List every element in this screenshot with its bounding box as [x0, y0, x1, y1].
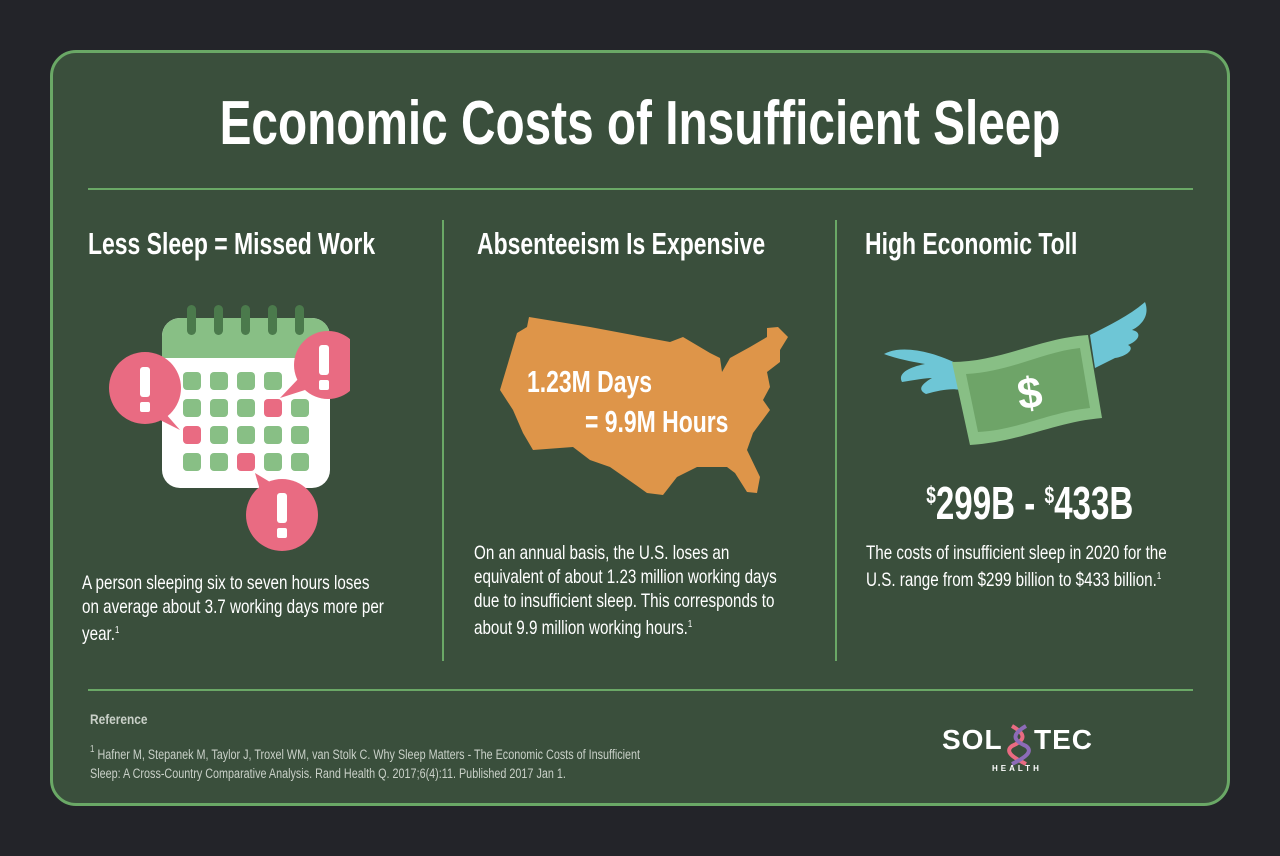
calendar-day-cell	[264, 399, 282, 417]
calendar-day-cell	[291, 426, 309, 444]
calendar-day-cell	[291, 399, 309, 417]
calendar-day-cell	[210, 372, 228, 390]
heading-economic-toll: High Economic Toll	[865, 226, 1078, 261]
calendar-day-cell	[210, 399, 228, 417]
calendar-day-cell	[237, 426, 255, 444]
map-label-days: 1.23M Days	[527, 364, 652, 399]
body-missed-work: A person sleeping six to seven hours los…	[82, 572, 384, 645]
reference-citation: 1 Hafner M, Stepanek M, Taylor J, Troxel…	[90, 744, 641, 781]
calendar-day-cell	[264, 426, 282, 444]
column-divider	[442, 220, 444, 661]
calendar-day-cell	[237, 399, 255, 417]
calendar-day-cell	[183, 453, 201, 471]
map-label-hours: = 9.9M Hours	[585, 404, 729, 439]
calendar-day-cell	[210, 426, 228, 444]
calendar-day-cell	[264, 372, 282, 390]
heading-absenteeism: Absenteeism Is Expensive	[477, 226, 766, 261]
calendar-day-cell	[264, 453, 282, 471]
heading-missed-work: Less Sleep = Missed Work	[88, 226, 376, 261]
title-divider	[88, 188, 1193, 190]
calendar-day-cell	[183, 399, 201, 417]
calendar-day-cell	[183, 372, 201, 390]
calendar-day-cell	[183, 426, 201, 444]
calendar-day-cell	[291, 453, 309, 471]
calendar-day-cell	[210, 453, 228, 471]
body-economic-toll: The costs of insufficient sleep in 2020 …	[866, 542, 1167, 591]
calendar-alert-icon	[109, 305, 350, 551]
reference-heading: Reference	[90, 711, 148, 727]
body-absenteeism: On an annual basis, the U.S. loses an eq…	[474, 542, 777, 639]
cost-range: $299B - $433B	[926, 477, 1134, 529]
calendar-day-cell	[237, 372, 255, 390]
dna-helix-icon	[1007, 724, 1031, 766]
column-divider	[835, 220, 837, 661]
page-title: Economic Costs of Insufficient Sleep	[219, 89, 1061, 158]
soltec-health-logo: SOL TEC HEALTH	[942, 724, 1093, 773]
calendar-day-cell	[237, 453, 255, 471]
footer-divider	[88, 689, 1193, 691]
flying-money-icon: $	[884, 302, 1147, 445]
